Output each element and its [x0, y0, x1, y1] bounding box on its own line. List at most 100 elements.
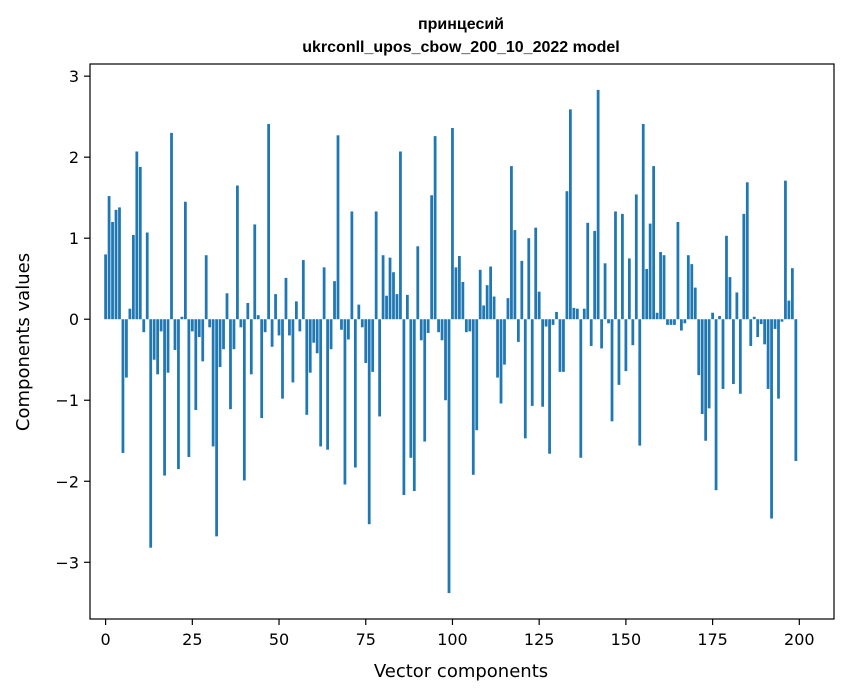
bar-184 [742, 213, 746, 320]
bar-160 [659, 251, 662, 320]
bar-190 [763, 319, 767, 345]
bar-189 [759, 319, 763, 325]
bar-57 [301, 260, 305, 320]
x-tick-label: 25 [182, 630, 202, 649]
bar-175 [711, 312, 714, 320]
x-tick-label: 75 [356, 630, 376, 649]
bar-59 [308, 319, 312, 373]
bar-103 [461, 281, 465, 320]
bar-123 [530, 319, 534, 406]
bar-63 [322, 267, 326, 320]
bar-55 [294, 301, 298, 320]
bar-139 [586, 222, 590, 320]
bar-67 [336, 135, 340, 320]
bar-83 [392, 272, 395, 320]
bar-130 [555, 311, 558, 320]
bar-138 [582, 308, 586, 320]
x-tick-label: 100 [437, 630, 468, 649]
bar-156 [645, 268, 649, 320]
bar-28 [201, 319, 205, 362]
bar-16 [159, 319, 163, 332]
bar-75 [364, 319, 368, 363]
bar-17 [163, 319, 166, 476]
bar-165 [676, 221, 680, 320]
bar-150 [624, 319, 628, 372]
bar-79 [378, 319, 381, 417]
bar-181 [732, 319, 735, 385]
y-tick-label: 2 [69, 148, 79, 167]
bar-73 [357, 304, 361, 320]
bar-183 [738, 319, 742, 394]
bar-96 [437, 319, 440, 333]
bar-38 [236, 185, 239, 320]
bar-0 [104, 254, 107, 320]
bar-44 [256, 315, 260, 320]
bar-141 [593, 230, 597, 320]
bar-22 [180, 316, 184, 320]
y-tick-label: 1 [69, 229, 79, 248]
bar-126 [541, 319, 545, 407]
bar-148 [617, 319, 621, 385]
bar-88 [409, 319, 413, 458]
bar-185 [745, 182, 749, 320]
y-tick-label: −2 [55, 472, 79, 491]
bar-132 [562, 319, 565, 372]
bars-group [104, 89, 798, 594]
bar-186 [749, 319, 753, 346]
bar-174 [707, 319, 711, 409]
bar-110 [485, 285, 489, 320]
bar-171 [697, 319, 701, 376]
bar-167 [683, 319, 687, 324]
bar-78 [374, 211, 378, 320]
bar-104 [464, 319, 468, 333]
bar-161 [662, 255, 666, 320]
bar-53 [288, 319, 291, 336]
bar-99 [447, 319, 451, 594]
y-tick-label: 3 [69, 67, 79, 86]
bar-191 [766, 319, 770, 389]
bar-162 [666, 319, 669, 325]
bar-121 [523, 319, 527, 439]
bar-145 [607, 319, 610, 324]
bar-178 [721, 319, 725, 389]
bar-62 [319, 319, 323, 447]
bar-134 [569, 109, 572, 320]
bar-97 [440, 319, 444, 341]
bar-27 [197, 319, 201, 338]
bar-129 [551, 319, 555, 325]
bar-142 [596, 89, 600, 320]
x-tick-label: 200 [784, 630, 815, 649]
bar-6 [125, 319, 128, 378]
bar-116 [506, 298, 510, 320]
bar-194 [777, 319, 780, 399]
bar-7 [128, 308, 132, 320]
bar-2 [111, 221, 114, 320]
x-tick-label: 0 [101, 630, 111, 649]
x-tick-label: 50 [269, 630, 289, 649]
bar-102 [458, 256, 461, 320]
bar-81 [385, 295, 388, 320]
bar-153 [634, 194, 638, 320]
bar-25 [190, 319, 194, 332]
plot-frame [89, 63, 835, 620]
bar-77 [371, 319, 375, 372]
bar-95 [433, 136, 437, 320]
bar-131 [558, 319, 562, 372]
bar-140 [589, 319, 593, 346]
bar-101 [454, 267, 458, 320]
bar-14 [152, 319, 156, 360]
bar-157 [648, 223, 652, 320]
bar-158 [652, 166, 656, 320]
bar-60 [312, 319, 316, 343]
bar-65 [329, 319, 333, 350]
bar-29 [204, 255, 208, 320]
bar-36 [229, 319, 232, 410]
bar-182 [735, 292, 739, 320]
bar-196 [784, 180, 787, 320]
bar-135 [572, 307, 576, 320]
bar-31 [211, 319, 215, 447]
x-axis-ticks: 0 25 50 75 100 125 150 175 200 [101, 619, 815, 649]
bar-147 [614, 211, 617, 320]
bar-85 [399, 151, 402, 320]
bar-89 [412, 319, 416, 491]
